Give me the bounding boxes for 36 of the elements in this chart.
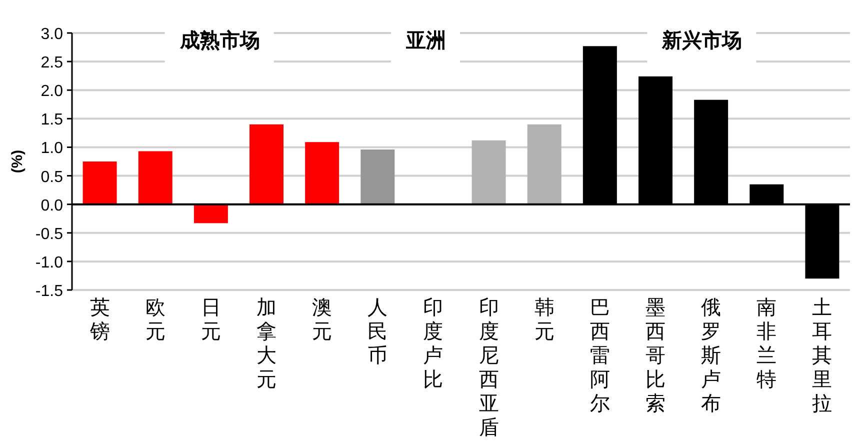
x-tick-label: 巴西雷阿尔 [590,297,610,415]
bar [305,142,340,204]
bar [82,162,117,204]
bar [527,124,562,204]
x-tick-label: 澳元 [312,297,332,343]
x-tick-label: 日元 [200,297,221,343]
x-tick-label: 墨西哥比索 [646,297,666,415]
x-tick-label: 印度卢比 [423,297,444,391]
y-tick-label: 1.0 [40,140,64,158]
y-tick-label: -0.5 [35,226,64,243]
bar [194,204,228,224]
y-axis-title: (%) [9,150,26,174]
x-tick-label: 人民币 [368,297,388,367]
bar [250,124,284,204]
x-tick-label: 俄罗斯卢布 [701,297,722,415]
x-tick-label: 韩元 [534,297,554,343]
y-tick-label: 0.0 [40,197,64,214]
y-tick-label: 1.5 [40,112,64,129]
y-tick-label: 3.0 [40,26,64,43]
bar [360,150,395,204]
x-tick-label: 印度尼西亚盾 [478,297,499,439]
x-tick-label: 欧元 [145,297,166,343]
y-tick-label: -1.0 [35,254,64,272]
annotation: 新兴市场 [661,29,742,52]
y-tick-label: 2.5 [40,54,64,72]
x-tick-label: 加拿大元 [256,297,276,391]
annotation: 亚洲 [404,30,446,52]
annotation: 成熟市场 [178,29,260,52]
y-tick-label: 2.0 [40,83,64,100]
x-tick-label: 英镑 [88,297,110,343]
bar [138,151,172,204]
x-tick-label: 南非兰特 [756,297,777,391]
x-tick-label: 土耳其里拉 [812,297,832,415]
y-tick-label: 0.5 [40,168,64,186]
bar [472,140,506,204]
y-tick-label: -1.5 [35,283,64,300]
